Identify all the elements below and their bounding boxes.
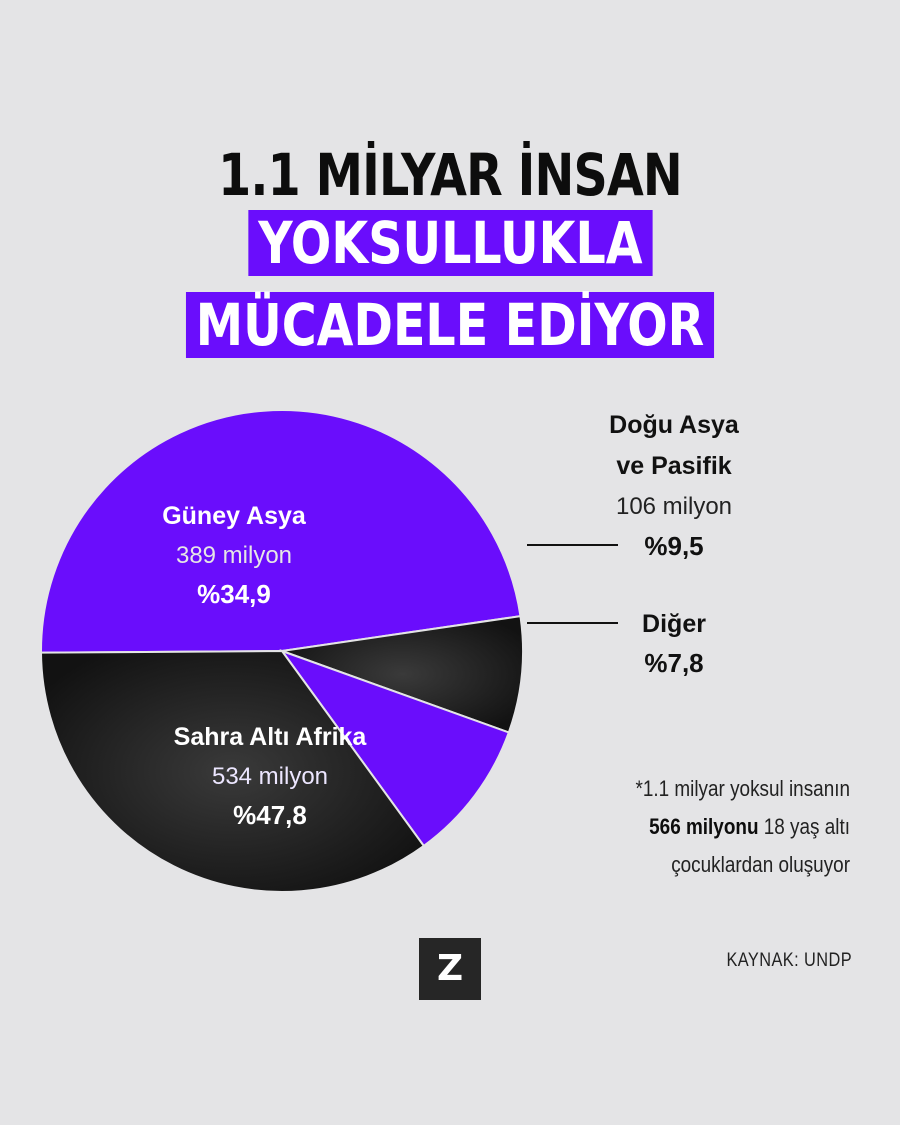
slice-label-south-asia-count: 389 milyon <box>176 542 292 569</box>
slice-label-east-asia-name-1: Doğu Asya <box>609 411 740 439</box>
footnote: *1.1 milyar yoksul insanın 566 milyonu 1… <box>558 770 850 884</box>
pie-slice-other <box>281 614 524 734</box>
brand-logo: Z <box>419 938 481 1000</box>
slice-label-africa-pct: %47,8 <box>233 800 307 830</box>
slice-label-east-asia-pct: %9,5 <box>644 531 703 561</box>
slice-label-east-asia-name-2: ve Pasifik <box>616 452 731 480</box>
title-line-2: YOKSULLUKLA <box>247 210 653 276</box>
footnote-line-2-rest: 18 yaş altı <box>758 814 850 839</box>
title-line-3: MÜCADELE EDİYOR <box>185 292 715 358</box>
slice-label-south-asia-name: Güney Asya <box>162 502 307 530</box>
footnote-highlight: 566 milyonu <box>649 814 759 839</box>
slice-label-other-pct: %7,8 <box>644 648 703 678</box>
footnote-line-3: çocuklardan oluşuyor <box>671 852 850 877</box>
slice-label-east-asia-count: 106 milyon <box>616 493 732 520</box>
slice-label-africa-count: 534 milyon <box>212 763 328 790</box>
footnote-line-1: *1.1 milyar yoksul insanın <box>635 776 850 801</box>
slice-label-africa-name: Sahra Altı Afrika <box>174 723 368 751</box>
title-line-1: 1.1 MİLYAR İNSAN <box>218 141 683 209</box>
slice-label-other-name: Diğer <box>642 610 706 638</box>
footnote-line-2: 566 milyonu 18 yaş altı <box>558 808 850 846</box>
source-credit: KAYNAK: UNDP <box>726 950 852 971</box>
pie-slice-east-asia <box>279 648 511 848</box>
pie-slice-south-asia <box>39 649 426 893</box>
slice-label-south-asia-pct: %34,9 <box>197 579 271 609</box>
pie-slice-africa <box>40 409 522 654</box>
title-block: 1.1 MİLYAR İNSAN YOKSULLUKLA MÜCADELE ED… <box>0 140 900 374</box>
